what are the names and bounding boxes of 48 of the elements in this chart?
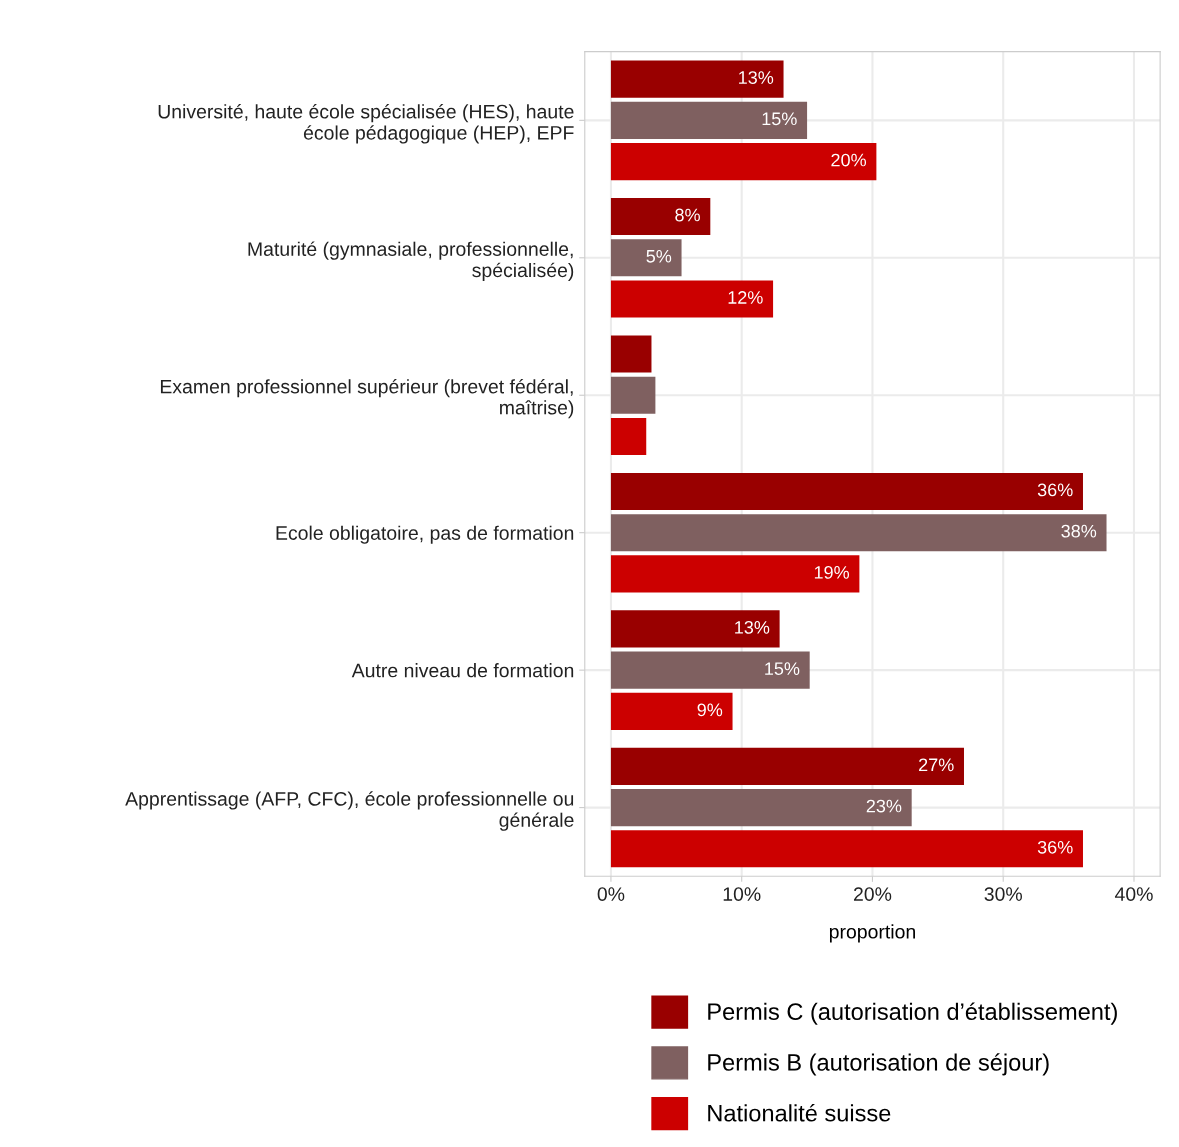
- bar: [610, 60, 784, 98]
- bar: [610, 376, 656, 414]
- bar: [610, 747, 964, 785]
- data-label: 15%: [765, 662, 800, 675]
- data-label: 19%: [814, 565, 850, 579]
- x-axis-title: proportion: [829, 924, 915, 943]
- data-label: 36%: [1037, 483, 1073, 497]
- data-label: 9%: [697, 703, 723, 717]
- y-tick-label: Maturité (gymnasiale, professionnelle, spécialisée): [248, 241, 574, 282]
- data-label: 5%: [646, 249, 672, 263]
- legend-label: Permis C (autorisation d’établissement): [708, 1002, 1117, 1025]
- x-tick-label: 20%: [853, 887, 892, 902]
- y-tick-label: Autre niveau de formation: [351, 663, 574, 678]
- bar: [610, 417, 647, 456]
- y-tick-label: Apprentissage (AFP, CFC), école professionnelle ou générale: [125, 791, 574, 831]
- data-label: 13%: [739, 71, 774, 84]
- bar: [610, 101, 808, 139]
- bar: [610, 335, 652, 373]
- bar: [610, 514, 1107, 552]
- y-tick-label: Ecole obligatoire, pas de formation: [276, 525, 574, 544]
- data-label: 8%: [675, 208, 700, 222]
- data-label: 27%: [919, 758, 954, 772]
- legend-label: Permis B (autorisation de séjour): [708, 1053, 1049, 1076]
- data-label: 12%: [728, 291, 763, 304]
- bar: [610, 239, 682, 277]
- x-tick-label: 30%: [984, 887, 1022, 902]
- data-label: 36%: [1037, 840, 1073, 854]
- y-tick-label: Université, haute école spécialisée (HES), haute école pédagogique (HEP), EPF: [158, 104, 574, 144]
- x-tick-label: 40%: [1114, 887, 1153, 902]
- bar: [610, 789, 912, 827]
- bar: [610, 143, 877, 181]
- data-label: 13%: [735, 620, 770, 634]
- data-label: 20%: [831, 153, 867, 167]
- data-label: 23%: [866, 799, 902, 813]
- bar: [610, 555, 860, 593]
- bar: [610, 610, 780, 648]
- data-label: 15%: [762, 112, 797, 126]
- bar: [610, 198, 711, 236]
- bar: [610, 651, 810, 689]
- x-tick-label: 0%: [597, 887, 625, 902]
- bar: [610, 692, 733, 730]
- data-label: 38%: [1061, 524, 1097, 538]
- x-tick-label: 10%: [723, 887, 761, 902]
- bar: [610, 830, 1083, 868]
- bar: [610, 280, 774, 318]
- legend-label: Nationalité suisse: [708, 1103, 891, 1122]
- bar: [610, 472, 1083, 511]
- y-tick-label: Examen professionnel supérieur (brevet fédéral, maîtrise): [160, 378, 574, 419]
